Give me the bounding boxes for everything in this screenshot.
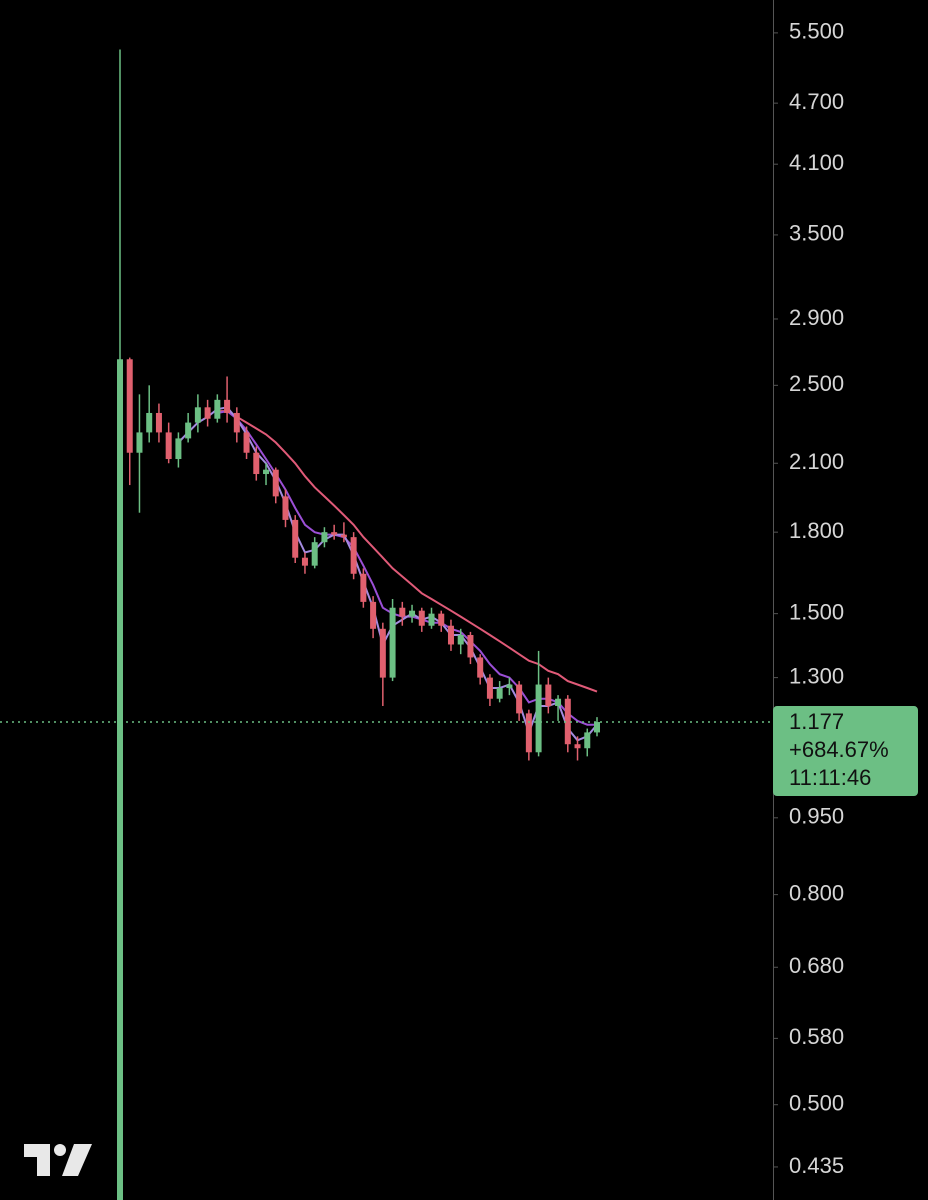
last-price-label: 1.177 (789, 709, 844, 734)
last-price-box (773, 706, 918, 797)
candle-body (253, 452, 260, 475)
candle-body (340, 534, 347, 538)
candle-body (350, 537, 357, 574)
candle-body (233, 412, 240, 433)
y-tick-label: 3.500 (789, 221, 844, 246)
candle-body (360, 573, 367, 602)
y-tick-label: 4.700 (789, 89, 844, 114)
time-label: 11:11:46 (789, 765, 871, 790)
y-tick-label: 2.500 (789, 371, 844, 396)
candle-body (428, 613, 435, 626)
moving-average-line (217, 410, 598, 693)
price-change-label: +684.67% (789, 737, 889, 762)
candle-body (525, 713, 532, 753)
candle-body (155, 412, 162, 433)
candle-body (370, 601, 377, 629)
candle-body (117, 359, 123, 1200)
candle-body (438, 613, 445, 626)
candle-body (496, 688, 503, 699)
plot-area (117, 49, 600, 1200)
y-tick-label: 5.500 (789, 19, 844, 44)
y-tick-label: 0.500 (789, 1091, 844, 1116)
candle-body (399, 607, 406, 617)
y-tick-label: 0.950 (789, 804, 844, 829)
candle-body (126, 359, 133, 453)
candle-body (185, 422, 192, 439)
logo-part (62, 1144, 92, 1176)
candle-body (243, 432, 250, 453)
candle-body (506, 684, 513, 689)
candle-body (194, 407, 201, 423)
candle-body (321, 532, 328, 543)
candle-body (311, 542, 318, 566)
y-tick-label: 0.435 (789, 1153, 844, 1178)
candle-body (584, 732, 591, 749)
candle-body (389, 607, 396, 678)
candle-body (175, 438, 182, 460)
candle-body (418, 610, 425, 626)
candle-body (467, 635, 474, 658)
candle-body (477, 657, 484, 678)
y-tick-label: 0.680 (789, 953, 844, 978)
y-tick-label: 1.500 (789, 599, 844, 624)
candle-body (165, 432, 172, 460)
candle-body (574, 744, 581, 749)
candle-body (555, 698, 562, 707)
candle-body (516, 684, 523, 714)
logo-part (24, 1144, 50, 1176)
candle-body (545, 684, 552, 707)
candle-body (564, 698, 571, 745)
candle-body (409, 610, 416, 617)
candle-body (331, 532, 338, 535)
logo-part (54, 1144, 66, 1156)
candle-body (535, 684, 542, 753)
candle-body (224, 399, 231, 413)
y-tick-label: 2.900 (789, 305, 844, 330)
candle-body (486, 677, 493, 699)
candle-body (457, 635, 464, 645)
tradingview-logo (24, 1144, 92, 1176)
candle-body (272, 469, 279, 497)
candle-body (214, 399, 221, 419)
y-tick-label: 2.100 (789, 449, 844, 474)
y-tick-label: 0.580 (789, 1024, 844, 1049)
y-tick-label: 1.300 (789, 663, 844, 688)
candle-body (447, 625, 454, 645)
candle-body (146, 412, 153, 433)
candle-body (292, 519, 299, 558)
y-tick-label: 0.800 (789, 880, 844, 905)
candle-body (301, 557, 308, 566)
y-tick-label: 1.800 (789, 518, 844, 543)
candle-body (379, 628, 386, 678)
candle-body (204, 407, 211, 419)
y-tick-label: 4.100 (789, 150, 844, 175)
candle-body (282, 496, 289, 520)
candle-body (136, 432, 143, 453)
candle-body (594, 722, 600, 733)
candle-body (263, 469, 270, 475)
